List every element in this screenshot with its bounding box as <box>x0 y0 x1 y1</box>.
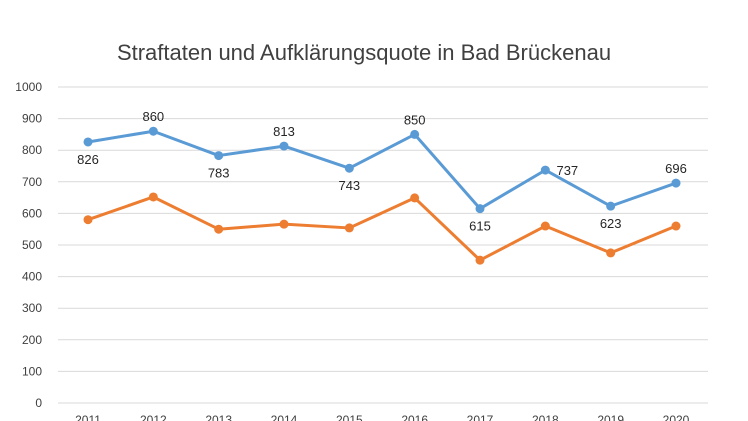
data-point <box>344 223 354 233</box>
y-tick-label: 0 <box>35 396 42 410</box>
x-tick-label: 2014 <box>271 413 298 421</box>
y-tick-label: 100 <box>22 364 42 378</box>
data-point <box>148 192 158 202</box>
data-point <box>475 255 485 265</box>
data-label: 743 <box>338 178 360 193</box>
series-line-1 <box>87 195 677 262</box>
data-point <box>540 165 550 175</box>
data-point <box>475 204 485 214</box>
data-point <box>214 151 224 161</box>
data-point <box>606 248 616 258</box>
data-point <box>606 201 616 211</box>
data-point <box>671 221 681 231</box>
x-tick-label: 2018 <box>532 413 559 421</box>
x-tick-label: 2015 <box>336 413 363 421</box>
x-tick-label: 2020 <box>663 413 690 421</box>
data-point <box>540 221 550 231</box>
data-label: 783 <box>208 166 230 181</box>
data-label: 813 <box>273 124 295 139</box>
data-label: 860 <box>142 109 164 124</box>
data-label: 615 <box>469 219 491 234</box>
y-tick-label: 1000 <box>15 80 42 94</box>
x-tick-label: 2019 <box>597 413 624 421</box>
data-point <box>83 137 93 147</box>
data-point <box>279 219 289 229</box>
data-point <box>410 193 420 203</box>
x-tick-label: 2013 <box>205 413 232 421</box>
data-label: 737 <box>556 163 578 178</box>
data-point <box>671 178 681 188</box>
data-label: 623 <box>600 216 622 231</box>
y-tick-label: 600 <box>22 206 42 220</box>
data-label: 826 <box>77 152 99 167</box>
series-line-0 <box>87 129 677 211</box>
data-point <box>279 141 289 151</box>
x-tick-label: 2017 <box>467 413 494 421</box>
x-tick-label: 2016 <box>401 413 428 421</box>
y-tick-label: 900 <box>22 112 42 126</box>
data-point <box>344 163 354 173</box>
y-tick-label: 800 <box>22 143 42 157</box>
data-label: 696 <box>665 161 687 176</box>
data-point <box>83 215 93 225</box>
data-point <box>214 224 224 234</box>
chart-title: Straftaten und Aufklärungsquote in Bad B… <box>117 40 611 65</box>
y-tick-label: 200 <box>22 333 42 347</box>
x-tick-label: 2012 <box>140 413 167 421</box>
x-tick-label: 2011 <box>75 413 101 421</box>
y-tick-label: 500 <box>22 238 42 252</box>
data-point <box>410 129 420 139</box>
y-tick-label: 400 <box>22 270 42 284</box>
y-tick-label: 300 <box>22 301 42 315</box>
data-point <box>148 126 158 136</box>
y-tick-label: 700 <box>22 175 42 189</box>
data-label: 850 <box>404 112 426 127</box>
